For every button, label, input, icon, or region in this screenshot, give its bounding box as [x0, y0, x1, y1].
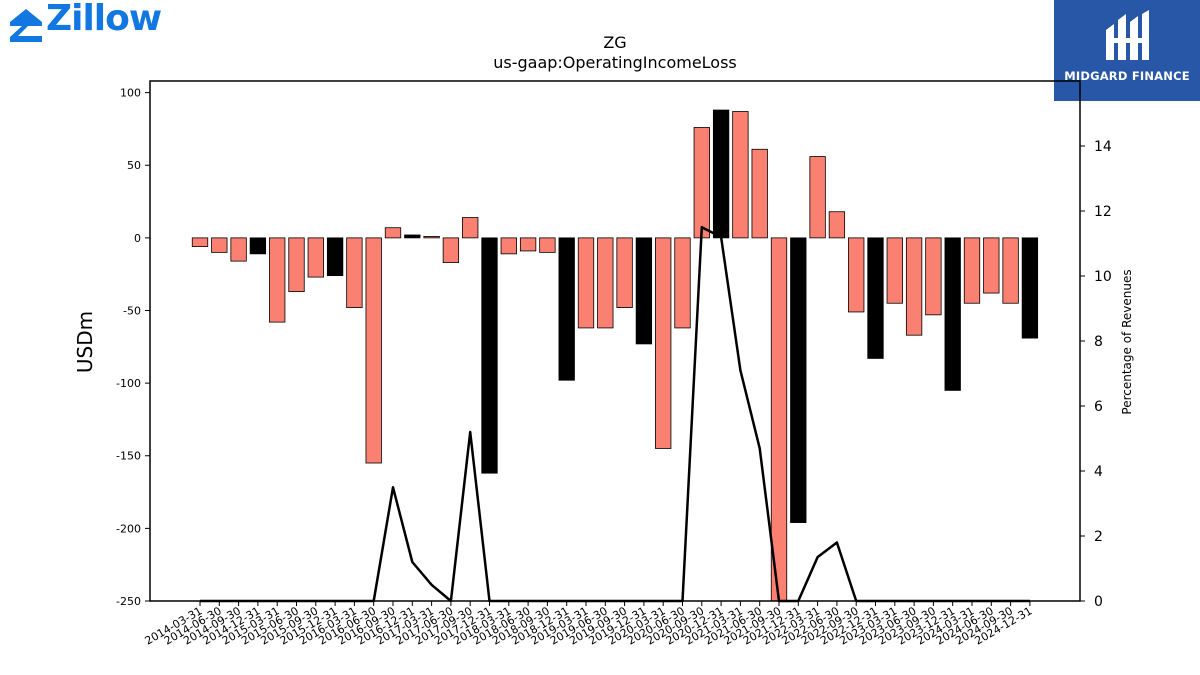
percent-of-revenues-line [200, 226, 1030, 603]
bar [269, 237, 286, 323]
bar [442, 237, 460, 263]
bar [693, 127, 710, 239]
bar [867, 237, 884, 359]
y-tick-label: 100 [120, 87, 141, 100]
bar [230, 237, 247, 262]
bar [732, 111, 749, 239]
y2-tick-label: 12 [1094, 204, 1112, 220]
percent-line-series [200, 226, 1030, 603]
zillow-logo: Zillow [6, 0, 181, 46]
y-tick-label: -100 [116, 377, 141, 390]
y2-tick-label: 10 [1094, 269, 1112, 285]
y2-tick-label: 8 [1094, 334, 1103, 350]
bar [384, 227, 402, 239]
bar [963, 237, 981, 304]
bar [655, 237, 672, 449]
bar [886, 237, 903, 304]
midgard-emblem-icon [1106, 10, 1149, 60]
chart-subtitle: us-gaap:OperatingIncomeLoss [493, 53, 737, 72]
bar [404, 234, 421, 239]
bar [790, 237, 807, 523]
zillow-logo-text: Zillow [46, 0, 162, 39]
bar [249, 237, 267, 255]
bar [1002, 237, 1019, 304]
bar [597, 237, 614, 329]
y2-tick-label: 6 [1094, 399, 1103, 415]
bar [751, 148, 768, 239]
y-tick-label: 0 [134, 232, 141, 245]
y2-tick-label: 14 [1094, 139, 1112, 155]
y2-tick-label: 2 [1094, 529, 1103, 545]
plot-frame [149, 80, 1081, 602]
bar [288, 237, 305, 293]
bar [983, 237, 1000, 294]
bar [519, 237, 537, 252]
bar [770, 237, 788, 602]
bar [539, 237, 556, 253]
bar [307, 237, 324, 278]
y-tick-label: -150 [116, 450, 141, 463]
bar [925, 237, 942, 316]
bar [481, 237, 498, 474]
midgard-finance-logo: MIDGARD FINANCE [1054, 0, 1200, 101]
bar [346, 237, 363, 308]
zillow-house-icon [10, 9, 42, 42]
y2-tick-label: 0 [1094, 594, 1103, 610]
bar [712, 109, 730, 239]
y-axis-label: USDm [73, 311, 97, 373]
y-tick-label: -250 [116, 595, 141, 608]
bar [828, 211, 846, 239]
bar [616, 237, 633, 308]
y-tick-label: 50 [127, 159, 141, 172]
y-tick-label: -200 [116, 522, 141, 535]
bar [944, 237, 961, 391]
bar [500, 237, 517, 255]
bar [635, 237, 653, 345]
bar [1021, 237, 1039, 339]
bar [326, 237, 344, 277]
bar [674, 237, 691, 329]
bar [577, 237, 595, 329]
bar-series [191, 109, 1039, 602]
y2-tick-label: 4 [1094, 464, 1103, 480]
bar [809, 156, 826, 239]
bar [365, 237, 382, 464]
bar [558, 237, 575, 381]
bar [462, 217, 479, 239]
bar [191, 237, 209, 247]
bar [423, 236, 440, 239]
bar [905, 237, 923, 336]
bar [211, 237, 228, 253]
bar [848, 237, 865, 313]
chart-title: ZG [603, 33, 626, 52]
y-tick-label: -50 [123, 304, 141, 317]
y2-axis-label: Percentage of Revenues [1120, 269, 1134, 414]
midgard-logo-text: MIDGARD FINANCE [1064, 69, 1190, 83]
